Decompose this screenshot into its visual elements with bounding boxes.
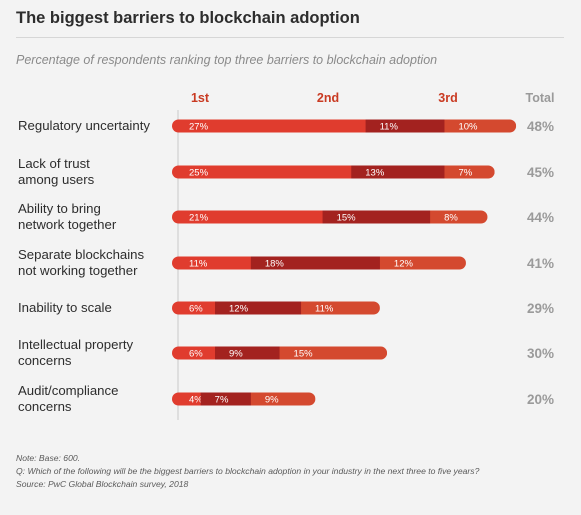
note-source: Source: PwC Global Blockchain survey, 20… [16, 479, 189, 489]
segment-2nd [365, 119, 445, 133]
category-label: not working together [18, 263, 138, 278]
segment-value-label: 4% [189, 395, 203, 406]
segment-value-label: 21% [189, 213, 209, 224]
chart-title: The biggest barriers to blockchain adopt… [16, 9, 360, 27]
segment-value-label: 18% [265, 259, 285, 270]
segment-value-label: 11% [380, 122, 399, 133]
category-label: concerns [18, 353, 72, 368]
segment-2nd [215, 346, 281, 360]
segment-value-label: 7% [215, 395, 229, 406]
total-value: 45% [527, 165, 554, 180]
segment-value-label: 13% [365, 168, 385, 179]
total-value: 20% [527, 392, 554, 407]
segment-2nd [351, 165, 445, 179]
category-label: concerns [18, 399, 72, 414]
segment-1st [172, 346, 216, 360]
segment-value-label: 7% [458, 168, 472, 179]
note-base: Note: Base: 600. [16, 453, 81, 463]
segment-value-label: 6% [189, 349, 203, 360]
category-label: Separate blockchains [18, 247, 144, 262]
segment-3rd [430, 210, 488, 224]
segment-1st [172, 301, 216, 315]
category-label: Audit/compliance [18, 383, 118, 398]
total-value: 29% [527, 301, 554, 316]
category-label: network together [18, 217, 117, 232]
header-total: Total [526, 91, 555, 105]
title-divider [16, 37, 564, 38]
segment-value-label: 27% [189, 122, 209, 133]
category-label: Inability to scale [18, 300, 112, 315]
segment-value-label: 25% [189, 168, 209, 179]
segment-value-label: 15% [337, 213, 357, 224]
segment-3rd [301, 301, 380, 315]
segment-2nd [200, 392, 252, 406]
segment-3rd [444, 165, 495, 179]
note-question: Q: Which of the following will be the bi… [16, 466, 480, 476]
category-label: Ability to bring [18, 201, 101, 216]
segment-1st [172, 256, 252, 270]
bar-row: Inability to scale 6% 12% 11% 29% [18, 300, 554, 316]
category-label: Lack of trust [18, 156, 90, 171]
segment-value-label: 10% [458, 122, 478, 133]
header-1st: 1st [191, 91, 210, 105]
segment-2nd [250, 256, 381, 270]
segment-3rd [250, 392, 316, 406]
segment-3rd [444, 119, 517, 133]
segment-value-label: 11% [315, 304, 334, 315]
segment-2nd [322, 210, 431, 224]
category-label: Intellectual property [18, 337, 133, 352]
segment-value-label: 12% [229, 304, 249, 315]
segment-value-label: 6% [189, 304, 203, 315]
chart-notes: Note: Base: 600. Q: Which of the followi… [16, 452, 479, 491]
total-value: 48% [527, 119, 554, 134]
bar-row: Regulatory uncertainty 27% 11% 10% 48% [18, 118, 554, 134]
total-value: 41% [527, 256, 554, 271]
segment-value-label: 8% [444, 213, 458, 224]
segment-value-label: 12% [394, 259, 414, 270]
category-label: among users [18, 172, 95, 187]
segment-2nd [215, 301, 302, 315]
segment-value-label: 9% [229, 349, 243, 360]
total-value: 44% [527, 210, 554, 225]
category-label: Regulatory uncertainty [18, 118, 150, 133]
segment-1st [172, 392, 202, 406]
stacked-bar-chart: 1st 2nd 3rd Total Regulatory uncertainty 27%… [18, 91, 555, 420]
segment-value-label: 9% [265, 395, 279, 406]
segment-value-label: 15% [294, 349, 314, 360]
segment-3rd [279, 346, 388, 360]
segment-1st [172, 119, 367, 133]
segment-1st [172, 165, 352, 179]
header-2nd: 2nd [317, 91, 339, 105]
total-value: 30% [527, 346, 554, 361]
header-3rd: 3rd [438, 91, 457, 105]
segment-1st [172, 210, 324, 224]
segment-value-label: 11% [189, 259, 208, 270]
chart-subtitle: Percentage of respondents ranking top th… [16, 53, 438, 67]
segment-3rd [379, 256, 466, 270]
